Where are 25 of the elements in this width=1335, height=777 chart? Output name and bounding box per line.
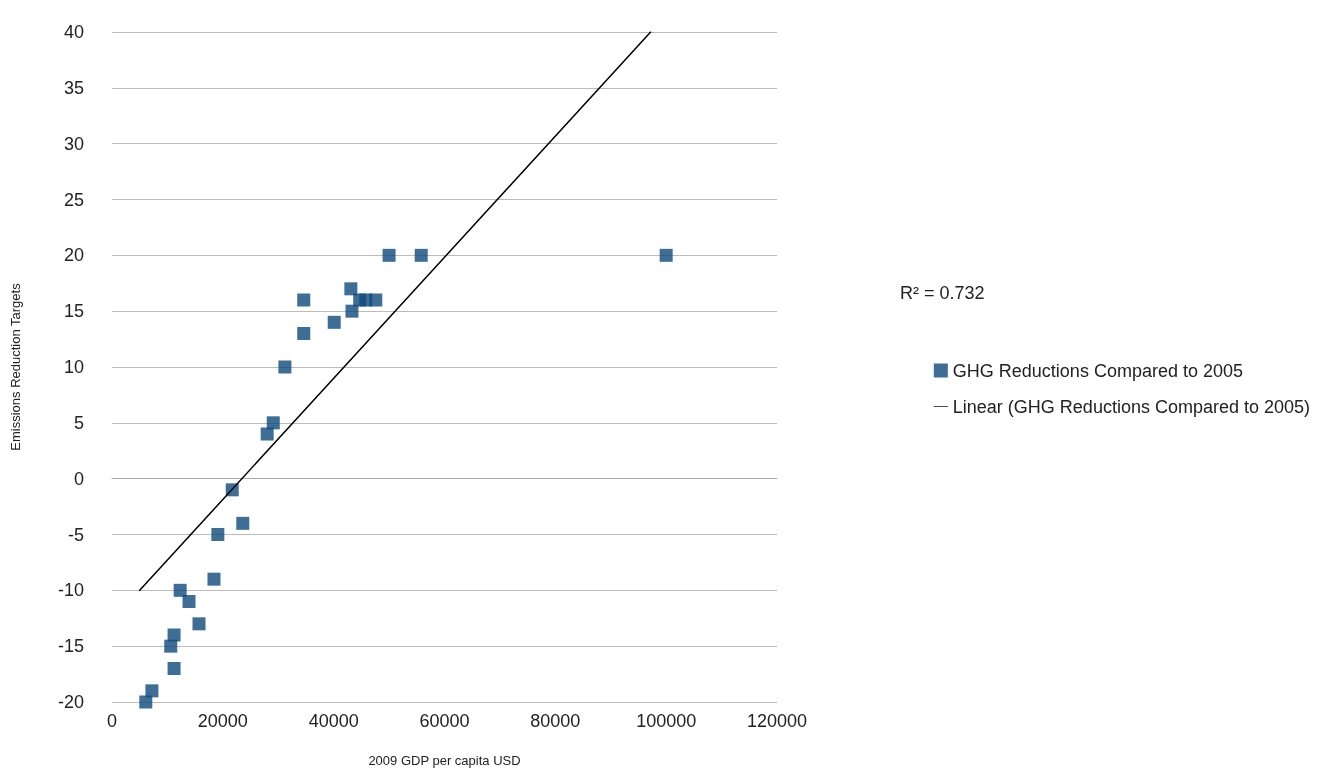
- x-tick-label: 120000: [746, 711, 808, 731]
- x-tick-label: 0: [106, 711, 118, 731]
- x-tick-label: 60000: [419, 711, 470, 731]
- y-tick-label: -5: [67, 524, 84, 545]
- y-tick-label: 5: [73, 412, 84, 433]
- y-tick-label: 30: [63, 133, 84, 154]
- y-axis-title: Emissions Reduction Targets: [8, 282, 23, 451]
- y-tick-label: 10: [63, 357, 84, 377]
- x-tick-label: 40000: [308, 711, 359, 731]
- x-axis-title: 2009 GDP per capita USD: [368, 753, 521, 768]
- y-tick-label: -15: [57, 636, 84, 657]
- y-tick-label: 35: [63, 77, 84, 98]
- text: R² = 0.732: [900, 283, 985, 303]
- y-tick-label: -10: [57, 580, 84, 601]
- x-tick-label: 80000: [530, 711, 581, 731]
- y-tick-label: 20: [63, 245, 84, 266]
- legend-label: GHG Reductions Compared to 2005: [952, 360, 1243, 381]
- legend-label: Linear (GHG Reductions Compared to 2005): [952, 396, 1311, 417]
- y-tick-label: 40: [63, 22, 84, 42]
- y-tick-label: 0: [73, 468, 84, 489]
- y-tick-label: 25: [63, 189, 84, 210]
- x-tick-label: 100000: [636, 711, 697, 731]
- y-tick-label: -20: [57, 692, 84, 712]
- x-tick-label: 20000: [197, 711, 248, 731]
- y-tick-label: 15: [63, 301, 84, 322]
